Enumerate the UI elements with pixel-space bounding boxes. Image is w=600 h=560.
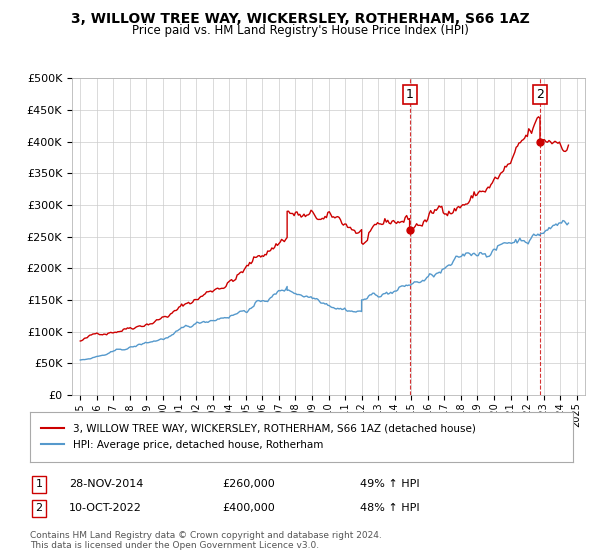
Text: 10-OCT-2022: 10-OCT-2022: [69, 503, 142, 514]
Text: £400,000: £400,000: [222, 503, 275, 514]
Text: 2: 2: [536, 88, 544, 101]
Text: 1: 1: [406, 88, 413, 101]
Text: 49% ↑ HPI: 49% ↑ HPI: [360, 479, 419, 489]
Text: 48% ↑ HPI: 48% ↑ HPI: [360, 503, 419, 514]
Legend: 3, WILLOW TREE WAY, WICKERSLEY, ROTHERHAM, S66 1AZ (detached house), HPI: Averag: 3, WILLOW TREE WAY, WICKERSLEY, ROTHERHA…: [35, 417, 482, 456]
Text: Contains HM Land Registry data © Crown copyright and database right 2024.
This d: Contains HM Land Registry data © Crown c…: [30, 531, 382, 550]
Text: 2: 2: [35, 503, 43, 514]
Text: Price paid vs. HM Land Registry's House Price Index (HPI): Price paid vs. HM Land Registry's House …: [131, 24, 469, 37]
Text: 3, WILLOW TREE WAY, WICKERSLEY, ROTHERHAM, S66 1AZ: 3, WILLOW TREE WAY, WICKERSLEY, ROTHERHA…: [71, 12, 529, 26]
Text: 1: 1: [35, 479, 43, 489]
Text: £260,000: £260,000: [222, 479, 275, 489]
Text: 28-NOV-2014: 28-NOV-2014: [69, 479, 143, 489]
